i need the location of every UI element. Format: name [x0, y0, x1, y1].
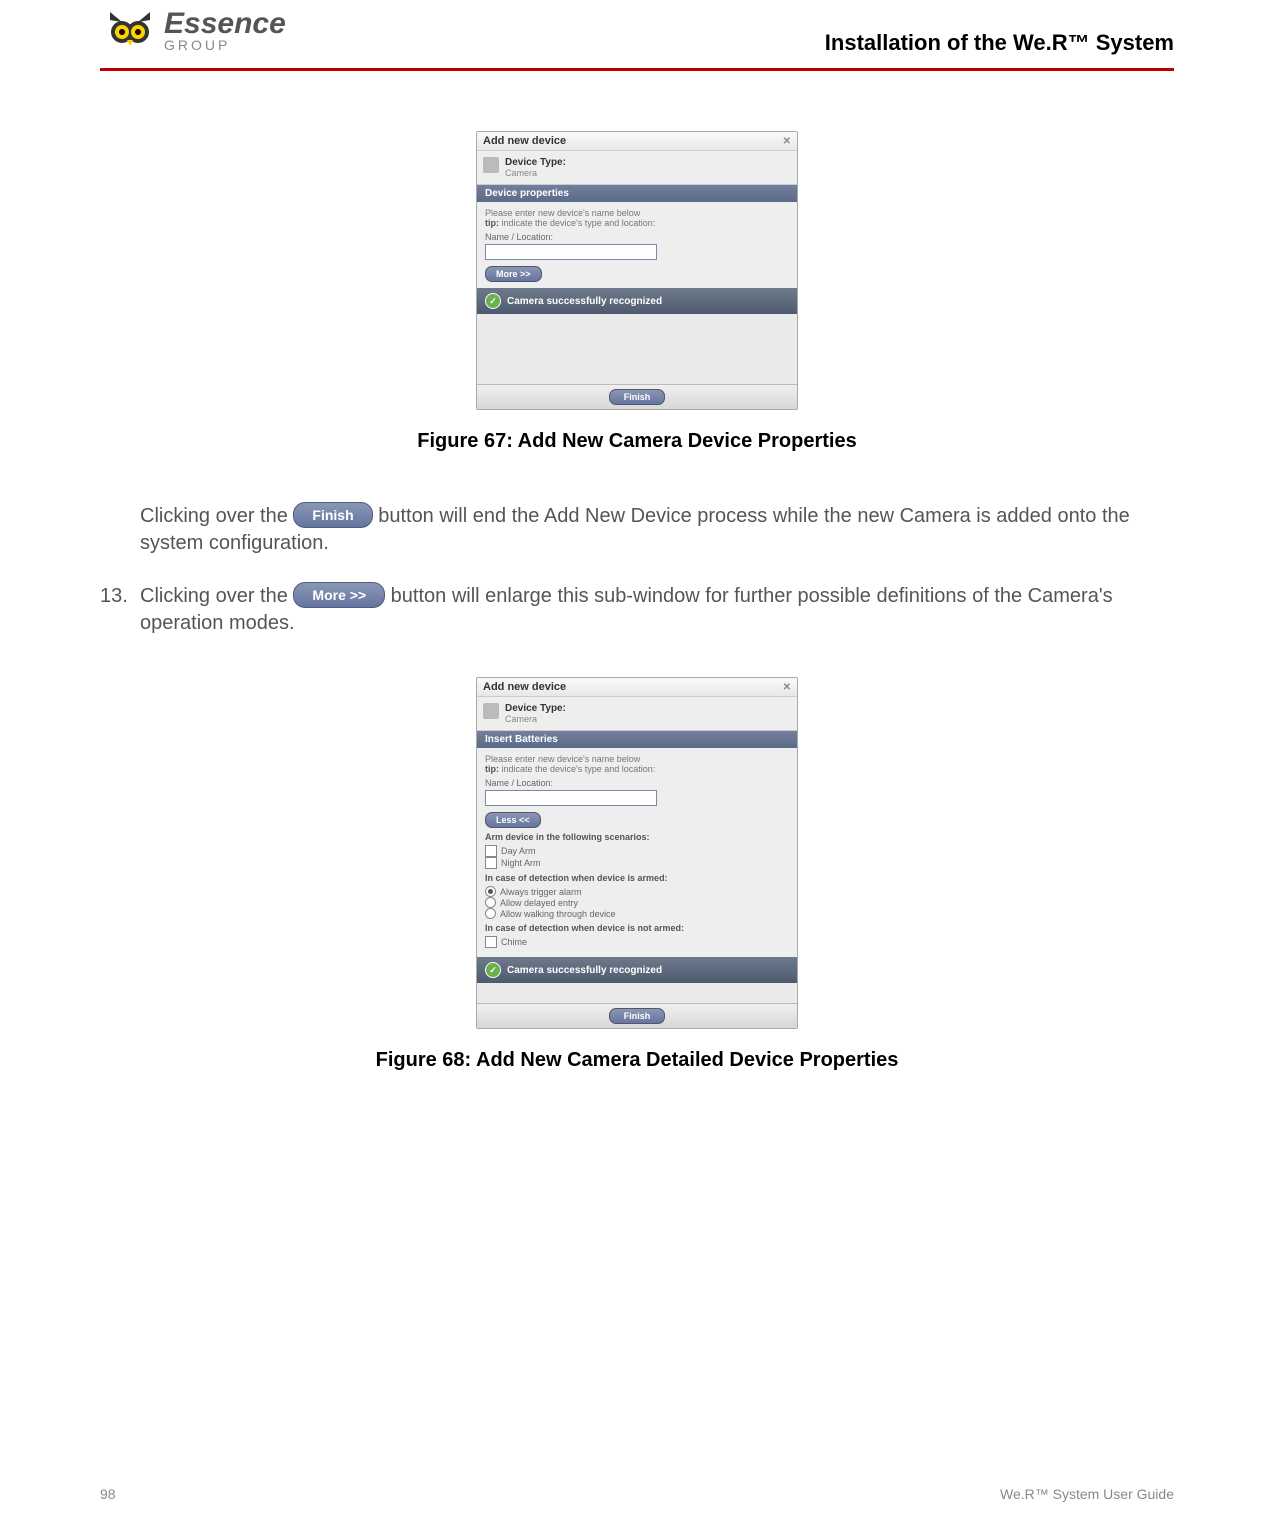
check-icon: ✓ [485, 962, 501, 978]
checkbox-night-arm[interactable]: Night Arm [485, 857, 789, 869]
list-item-13: 13. Clicking over the More >> button wil… [100, 583, 1174, 637]
dialog-footer: Finish [477, 1003, 797, 1028]
name-label: Name / Location: [485, 778, 789, 788]
section-body: Please enter new device's name below tip… [477, 202, 797, 288]
close-icon[interactable]: ✕ [783, 682, 791, 693]
dialog-title: Add new device [483, 681, 566, 693]
device-type-label: Device Type: [505, 157, 789, 168]
device-type-row: Device Type: Camera [477, 151, 797, 185]
less-button[interactable]: Less << [485, 812, 541, 828]
brand-name: Essence [164, 10, 286, 37]
arm-scenarios-label: Arm device in the following scenarios: [485, 832, 789, 842]
armed-detection-label: In case of detection when device is arme… [485, 873, 789, 883]
name-input[interactable] [485, 790, 657, 806]
status-row: ✓ Camera successfully recognized [477, 288, 797, 314]
instruction-line: Please enter new device's name below [485, 208, 789, 218]
text-segment: Clicking over the [140, 585, 293, 607]
section-header: Device properties [477, 185, 797, 202]
notarmed-detection-label: In case of detection when device is not … [485, 923, 789, 933]
checkbox-day-arm[interactable]: Day Arm [485, 845, 789, 857]
stretch-area [477, 983, 797, 1003]
dialog-titlebar: Add new device ✕ [477, 678, 797, 697]
list-number: 13. [100, 583, 140, 637]
tip-line: tip: indicate the device's type and loca… [485, 764, 789, 774]
checkbox-chime[interactable]: Chime [485, 936, 789, 948]
header-divider [100, 68, 1174, 71]
stretch-area [477, 314, 797, 384]
more-button[interactable]: More >> [485, 266, 542, 282]
figure-caption-68: Figure 68: Add New Camera Detailed Devic… [100, 1049, 1174, 1072]
finish-button[interactable]: Finish [609, 1008, 666, 1024]
page-header: Essence GROUP Installation of the We.R™ … [100, 0, 1174, 68]
device-type-value: Camera [505, 714, 789, 724]
status-text: Camera successfully recognized [507, 965, 662, 976]
section-body: Please enter new device's name below tip… [477, 748, 797, 957]
radio-delayed-entry[interactable]: Allow delayed entry [485, 897, 789, 908]
figure-caption-67: Figure 67: Add New Camera Device Propert… [100, 430, 1174, 453]
check-icon: ✓ [485, 293, 501, 309]
status-text: Camera successfully recognized [507, 296, 662, 307]
owl-icon [100, 10, 160, 60]
text-segment: Clicking over the [140, 505, 293, 527]
more-pill: More >> [293, 582, 385, 608]
name-input[interactable] [485, 244, 657, 260]
dialog-footer: Finish [477, 384, 797, 409]
radio-walk-through[interactable]: Allow walking through device [485, 908, 789, 919]
body-paragraph-finish: Clicking over the Finish button will end… [140, 503, 1174, 557]
name-label: Name / Location: [485, 232, 789, 242]
device-type-value: Camera [505, 168, 789, 178]
dialog-add-device-basic: Add new device ✕ Device Type: Camera Dev… [476, 131, 798, 410]
instruction-line: Please enter new device's name below [485, 754, 789, 764]
brand-logo: Essence GROUP [100, 10, 286, 60]
radio-always-trigger[interactable]: Always trigger alarm [485, 886, 789, 897]
page-title: Installation of the We.R™ System [825, 30, 1174, 60]
finish-pill: Finish [293, 502, 372, 528]
section-header: Insert Batteries [477, 731, 797, 748]
camera-icon [483, 157, 499, 173]
close-icon[interactable]: ✕ [783, 136, 791, 147]
page-number: 98 [100, 1486, 116, 1502]
camera-icon [483, 703, 499, 719]
dialog-titlebar: Add new device ✕ [477, 132, 797, 151]
device-type-label: Device Type: [505, 703, 789, 714]
device-type-row: Device Type: Camera [477, 697, 797, 731]
footer-right: We.R™ System User Guide [1000, 1486, 1174, 1502]
tip-line: tip: indicate the device's type and loca… [485, 218, 789, 228]
status-row: ✓ Camera successfully recognized [477, 957, 797, 983]
dialog-title: Add new device [483, 135, 566, 147]
finish-button[interactable]: Finish [609, 389, 666, 405]
dialog-add-device-detailed: Add new device ✕ Device Type: Camera Ins… [476, 677, 798, 1029]
page-footer: 98 We.R™ System User Guide [100, 1486, 1174, 1502]
